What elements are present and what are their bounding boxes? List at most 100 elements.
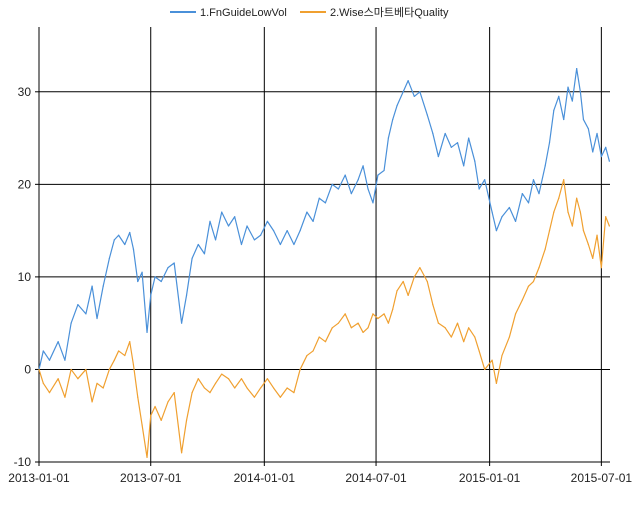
data-point — [96, 317, 98, 320]
data-point — [514, 313, 517, 315]
data-point — [306, 211, 308, 213]
data-point — [124, 354, 126, 357]
data-point — [571, 225, 573, 227]
series-group — [38, 68, 610, 458]
data-point — [344, 313, 346, 315]
data-point — [299, 230, 301, 232]
data-point — [553, 211, 555, 213]
data-point — [48, 359, 51, 361]
data-point — [474, 336, 476, 338]
data-point — [495, 382, 498, 384]
legend-entry-2: 2.Wise스마트베타Quality — [300, 6, 449, 19]
data-point — [160, 280, 162, 283]
x-tick-label: 2013-01-01 — [8, 471, 70, 485]
data-point — [312, 350, 314, 352]
data-point — [253, 396, 256, 398]
data-point — [387, 137, 389, 139]
data-point — [478, 188, 480, 190]
data-point — [203, 253, 206, 255]
data-point — [600, 267, 602, 269]
y-tick-label: 10 — [18, 270, 32, 284]
data-point — [372, 202, 374, 204]
data-point — [146, 331, 148, 334]
data-point — [293, 391, 295, 394]
data-point — [383, 169, 385, 172]
data-point — [240, 243, 243, 246]
data-point — [141, 424, 143, 426]
data-point — [444, 327, 446, 329]
data-point — [357, 322, 359, 324]
data-point — [77, 304, 79, 306]
data-point — [167, 401, 169, 403]
data-point — [113, 239, 115, 241]
data-point — [501, 354, 503, 357]
data-point — [357, 179, 359, 181]
data-point — [132, 364, 135, 366]
series-2 — [38, 179, 610, 458]
data-point — [521, 299, 523, 301]
data-point — [468, 327, 470, 329]
data-point — [544, 165, 546, 167]
data-point — [600, 155, 602, 158]
data-point — [419, 267, 421, 269]
data-point — [521, 193, 523, 195]
data-point — [413, 276, 415, 278]
data-point — [592, 257, 594, 259]
legend: 1.FnGuideLowVol 2.Wise스마트베타Quality — [170, 6, 449, 19]
series-line — [38, 179, 610, 458]
y-tick-label: 20 — [18, 177, 32, 191]
data-point — [48, 391, 51, 394]
data-point — [272, 230, 275, 232]
y-tick-label: 0 — [24, 362, 31, 376]
data-point — [491, 211, 493, 213]
data-point — [234, 216, 236, 218]
data-point — [558, 95, 560, 98]
data-point — [377, 317, 379, 320]
data-point — [181, 322, 183, 324]
data-point — [173, 391, 175, 394]
data-point — [137, 280, 139, 283]
data-point — [38, 368, 40, 371]
data-point — [214, 239, 217, 241]
data-point — [558, 197, 560, 199]
data-point — [576, 68, 578, 70]
data-point — [191, 391, 193, 394]
x-tick-label: 2014-01-01 — [234, 471, 296, 485]
data-point — [42, 382, 44, 384]
data-point — [70, 322, 72, 324]
data-point — [102, 387, 104, 389]
data-point — [605, 146, 607, 148]
data-point — [608, 225, 610, 227]
data-point — [337, 188, 339, 190]
data-point — [463, 341, 465, 343]
data-point — [532, 179, 535, 181]
data-point — [367, 188, 369, 190]
data-point — [592, 151, 594, 153]
data-point — [508, 336, 510, 338]
data-point — [214, 382, 217, 384]
data-point — [432, 132, 434, 135]
data-point — [185, 294, 188, 296]
data-point — [576, 197, 578, 199]
data-point — [392, 308, 394, 310]
data-point — [173, 262, 175, 264]
data-point — [337, 322, 339, 324]
data-point — [331, 327, 333, 329]
data-point — [150, 415, 152, 417]
data-point — [383, 313, 385, 315]
data-point — [64, 359, 66, 361]
data-point — [538, 193, 540, 195]
data-point — [596, 234, 598, 236]
data-point — [209, 220, 211, 222]
data-point — [527, 202, 530, 204]
data-point — [306, 354, 308, 357]
data-point — [57, 341, 59, 343]
legend-entry-1: 1.FnGuideLowVol — [170, 7, 287, 19]
data-point — [181, 452, 183, 454]
data-point — [197, 243, 199, 246]
data-point — [234, 387, 236, 389]
data-point — [491, 359, 493, 361]
data-point — [260, 387, 262, 389]
data-point — [402, 280, 404, 283]
